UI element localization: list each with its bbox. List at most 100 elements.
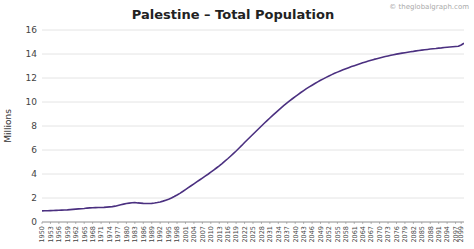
x-tick-label: 2043	[300, 226, 308, 243]
x-tick	[177, 222, 178, 224]
x-tick	[303, 222, 304, 224]
x-tick-label: 1977	[114, 226, 122, 243]
x-tick-label: 2064	[359, 226, 367, 243]
x-tick	[185, 222, 186, 224]
x-tick	[244, 222, 245, 224]
x-tick	[455, 222, 456, 224]
x-tick-label: 2046	[308, 226, 316, 243]
x-tick	[236, 222, 237, 224]
y-tick-label: 2	[31, 193, 37, 203]
x-tick	[168, 222, 169, 224]
x-tick-label: 2019	[232, 226, 240, 243]
x-tick-label: 2076	[393, 226, 401, 243]
x-tick-label: 2037	[283, 226, 291, 243]
x-tick-label: 1968	[89, 226, 97, 243]
x-tick-label: 2094	[443, 226, 451, 243]
x-tick-label: 1974	[106, 226, 114, 243]
x-tick	[143, 222, 144, 224]
plot-area	[42, 43, 464, 211]
title: Palestine – Total Population	[132, 7, 334, 22]
x-tick-label: 1983	[131, 226, 139, 243]
x-tick-label: 1986	[140, 226, 148, 243]
x-tick	[278, 222, 279, 224]
x-tick	[421, 222, 422, 224]
x-tick	[312, 222, 313, 224]
x-tick	[388, 222, 389, 224]
watermark: © theglobalgraph.com	[389, 3, 469, 11]
x-tick	[354, 222, 355, 224]
x-tick	[362, 222, 363, 224]
x-tick-label: 2010	[207, 226, 215, 243]
x-tick	[320, 222, 321, 224]
grid-line	[42, 30, 464, 31]
x-tick	[92, 222, 93, 224]
grid-line	[42, 102, 464, 103]
y-tick-label: 10	[26, 97, 38, 107]
x-tick	[84, 222, 85, 224]
x-tick	[413, 222, 414, 224]
x-tick	[328, 222, 329, 224]
x-tick-label: 1953	[47, 226, 55, 243]
x-tick-label: 2034	[275, 226, 283, 243]
x-tick	[295, 222, 296, 224]
grid-line	[42, 198, 464, 199]
x-tick-label: 1950	[38, 226, 46, 243]
x-tick	[160, 222, 161, 224]
x-tick-label: 1992	[156, 226, 164, 243]
x-tick	[134, 222, 135, 224]
x-tick-label: 2031	[266, 226, 274, 243]
x-tick	[396, 222, 397, 224]
grid-line	[42, 126, 464, 127]
y-tick-label: 6	[31, 145, 37, 155]
x-tick-label: 2016	[224, 226, 232, 243]
x-tick-label: 1980	[123, 226, 131, 243]
x-tick-label: 2058	[342, 226, 350, 243]
x-tick	[337, 222, 338, 224]
x-tick-label: 2085	[418, 226, 426, 243]
x-tick	[193, 222, 194, 224]
x-tick-label: 2067	[367, 226, 375, 243]
x-tick-label: 2007	[199, 226, 207, 243]
x-tick-label: 2082	[410, 226, 418, 243]
x-tick	[430, 222, 431, 224]
x-tick-label: 1971	[97, 226, 105, 243]
x-tick	[109, 222, 110, 224]
y-axis-label: Millions	[3, 109, 13, 143]
x-tick	[202, 222, 203, 224]
x-tick-label: 2070	[376, 226, 384, 243]
x-tick	[269, 222, 270, 224]
grid	[42, 30, 464, 222]
x-tick	[117, 222, 118, 224]
x-tick-label: 2099	[457, 226, 465, 243]
y-tick-label: 0	[31, 217, 37, 227]
x-tick	[461, 222, 462, 224]
x-tick	[227, 222, 228, 224]
x-tick-label: 2091	[435, 226, 443, 243]
y-tick-label: 16	[26, 25, 38, 35]
x-tick	[371, 222, 372, 224]
x-tick-label: 2022	[241, 226, 249, 243]
x-tick	[447, 222, 448, 224]
x-tick-label: 1995	[165, 226, 173, 243]
x-tick-label: 1965	[81, 226, 89, 243]
x-tick	[438, 222, 439, 224]
x-tick	[101, 222, 102, 224]
x-tick	[58, 222, 59, 224]
grid-line	[42, 174, 464, 175]
x-tick-label: 1959	[64, 226, 72, 243]
x-tick	[345, 222, 346, 224]
x-tick-label: 2079	[401, 226, 409, 243]
x-tick	[253, 222, 254, 224]
x-tick-label: 1956	[55, 226, 63, 243]
x-tick-label: 2052	[325, 226, 333, 243]
x-tick	[210, 222, 211, 224]
x-tick	[126, 222, 127, 224]
x-tick-label: 2013	[216, 226, 224, 243]
x-tick-label: 2088	[427, 226, 435, 243]
x-tick-label: 2073	[384, 226, 392, 243]
x-tick-label: 2055	[334, 226, 342, 243]
x-tick	[219, 222, 220, 224]
y-tick-label: 14	[26, 49, 38, 59]
x-tick-label: 2025	[249, 226, 257, 243]
x-tick-label: 1989	[148, 226, 156, 243]
